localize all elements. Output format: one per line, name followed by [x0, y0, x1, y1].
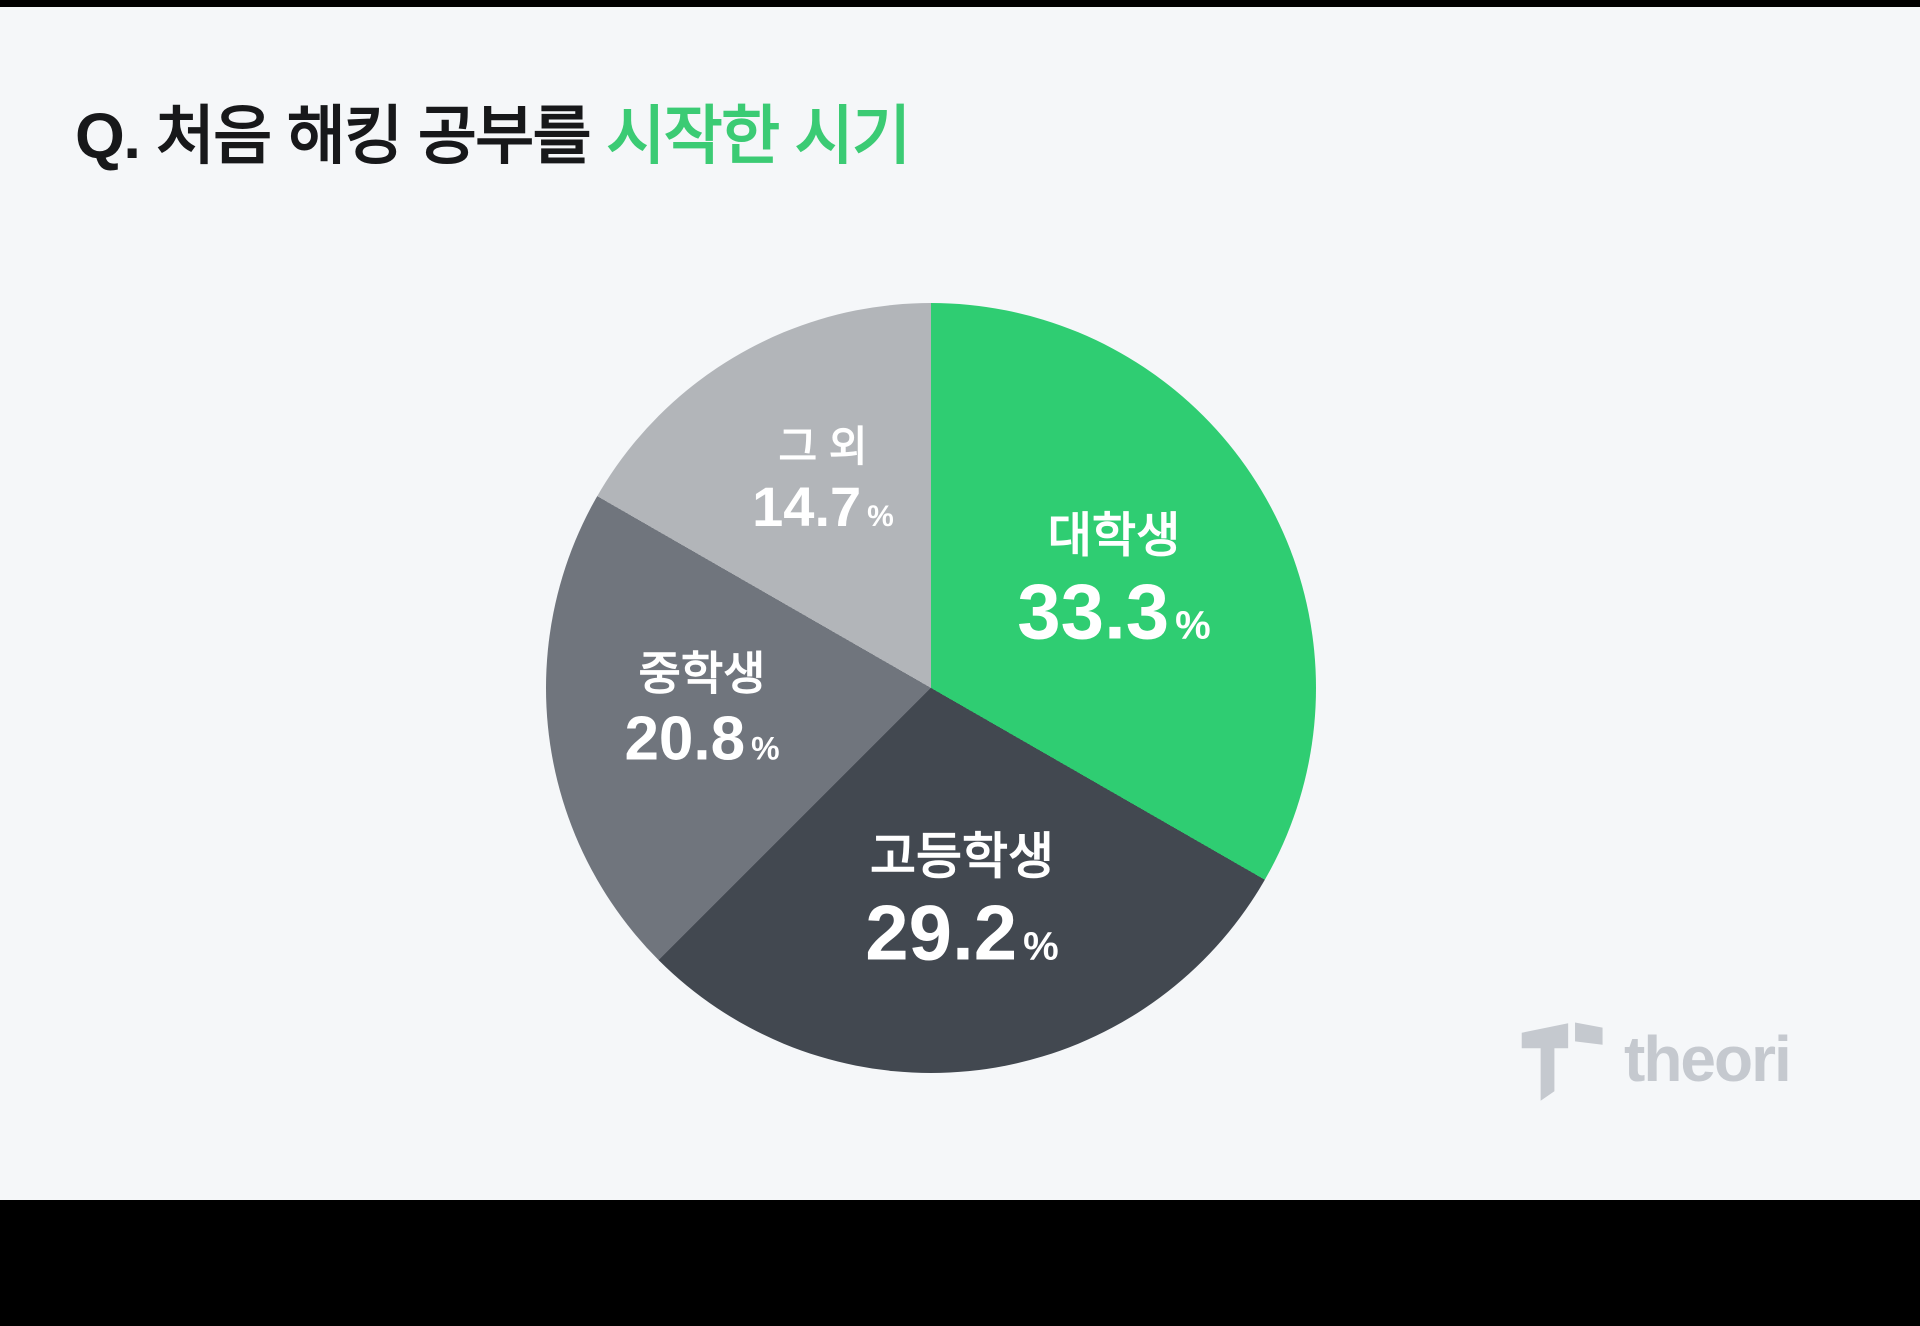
top-letterbox-bar [0, 0, 1920, 7]
theori-logo: theori [1520, 1019, 1792, 1105]
segment-value: 20.8% [624, 704, 780, 774]
page-title: Q. 처음 해킹 공부를 시작한 시기 [75, 85, 911, 177]
segment-name: 중학생 [638, 647, 766, 700]
pie-segment-label-daehaksaeng: 대학생 33.3% [1017, 509, 1211, 656]
page-title-prefix: Q. 처음 해킹 공부를 [75, 100, 607, 172]
pie-segment-label-godeunghaksaeng: 고등학생 29.2% [865, 828, 1059, 977]
slide-content: Q. 처음 해킹 공부를 시작한 시기 대학생 33.3% 고등학생 29.2%… [0, 7, 1920, 1200]
percent-sign: % [1023, 924, 1059, 969]
pie-segment-label-junghaksaeng: 중학생 20.8% [624, 649, 779, 774]
theori-logo-text: theori [1624, 1023, 1792, 1095]
page-title-highlight: 시작한 시기 [606, 100, 911, 172]
segment-value: 29.2% [865, 888, 1059, 977]
segment-name: 그 외 [778, 423, 868, 471]
segment-name: 고등학생 [869, 828, 1054, 885]
segment-value: 33.3% [1017, 567, 1211, 656]
segment-name: 대학생 [1047, 509, 1181, 563]
pie-chart: 대학생 33.3% 고등학생 29.2% 중학생 20.8% 그 외 14.7% [546, 303, 1316, 1073]
percent-sign: % [1175, 603, 1211, 648]
theori-logo-icon [1521, 1022, 1603, 1101]
pie-segment-label-geuoe: 그 외 14.7% [752, 423, 894, 539]
percent-sign: % [751, 730, 780, 767]
bottom-letterbox-bar [0, 1200, 1920, 1326]
percent-sign: % [867, 500, 894, 534]
segment-value: 14.7% [752, 475, 894, 539]
